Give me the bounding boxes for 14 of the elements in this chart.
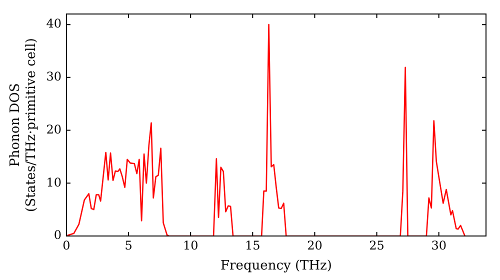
x-tick-label: 10 <box>182 238 198 252</box>
y-tick-label: 20 <box>46 122 62 136</box>
x-axis-title: Frequency (THz) <box>220 258 332 274</box>
x-tick-label: 0 <box>62 238 70 252</box>
x-tick-label: 20 <box>307 238 322 252</box>
x-tick-label: 5 <box>124 238 132 252</box>
x-tick-label: 30 <box>431 238 446 252</box>
y-tick-label: 30 <box>46 70 62 84</box>
x-tick-label: 15 <box>245 238 260 252</box>
y-tick-label: 40 <box>46 16 62 31</box>
y-tick-label: 10 <box>46 175 62 190</box>
x-tick-label: 25 <box>369 238 384 252</box>
y-tick-label: 0 <box>54 228 62 242</box>
y-axis-title: Phonon DOS (States/THz·primitive cell) <box>8 38 39 212</box>
